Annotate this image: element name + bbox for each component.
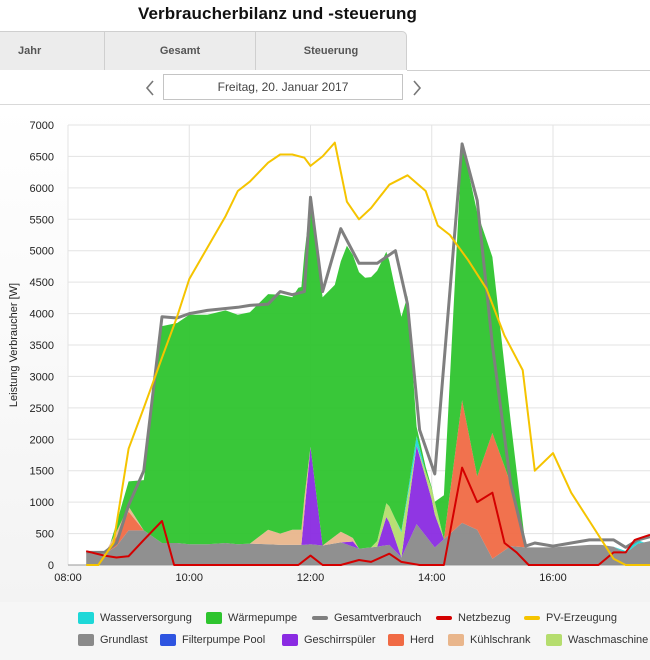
date-field[interactable]: Freitag, 20. Januar 2017 [163, 74, 403, 100]
area-herd [86, 400, 650, 559]
y-tick-label: 3000 [30, 371, 54, 383]
y-tick-label: 2500 [30, 403, 54, 415]
legend-item-pv-erzeugung[interactable]: PV-Erzeugung [524, 612, 617, 624]
y-tick-label: 500 [36, 529, 54, 541]
legend-swatch [282, 634, 298, 646]
legend-item-kuehlschrank[interactable]: Kühlschrank [448, 634, 531, 646]
legend-item-gesamtverbrauch[interactable]: Gesamtverbrauch [312, 612, 421, 624]
y-axis-label: Leistung Verbraucher [W] [8, 283, 20, 407]
legend-swatch [206, 612, 222, 624]
legend-item-waschmaschine[interactable]: Waschmaschine [546, 634, 648, 646]
consumption-chart: 0 500 1000 1500 2000 2500 3000 3500 4000 4500 5000… [8, 120, 650, 584]
legend-swatch [312, 616, 328, 620]
area-waermepumpe [86, 142, 650, 555]
legend-swatch [78, 634, 94, 646]
x-tick-label: 08:00 [54, 572, 82, 584]
y-tick-label: 7000 [30, 120, 54, 132]
legend-swatch [160, 634, 176, 646]
date-navigation: Freitag, 20. Januar 2017 [0, 74, 650, 102]
page-title: Verbraucherbilanz und -steuerung [138, 4, 418, 23]
y-tick-label: 2000 [30, 434, 54, 446]
legend-swatch [448, 634, 464, 646]
legend-swatch [78, 612, 94, 624]
legend-label: Filterpumpe Pool [182, 634, 266, 646]
legend-label: Grundlast [100, 634, 148, 646]
x-tick-label: 12:00 [297, 572, 325, 584]
line-netzbezug [85, 466, 650, 566]
legend-label: Wärmepumpe [228, 612, 298, 624]
line-gesamtverbrauch [86, 142, 650, 554]
legend-item-waermepumpe[interactable]: Wärmepumpe [206, 612, 297, 624]
chart-panel: 0 500 1000 1500 2000 2500 3000 3500 4000 4500 5000… [0, 104, 650, 603]
y-tick-label: 1500 [30, 466, 54, 478]
tab-gesamt[interactable]: Gesamt [104, 31, 256, 70]
y-tick-label: 6500 [30, 151, 54, 163]
x-tick-label: 14:00 [418, 572, 446, 584]
y-tick-label: 1000 [30, 497, 54, 509]
legend-label: PV-Erzeugung [546, 612, 617, 624]
y-tick-label: 4500 [30, 277, 54, 289]
legend-item-geschirrspueler[interactable]: Geschirrspüler [282, 634, 376, 646]
area-grundlast [86, 522, 650, 565]
tab-bar: Jahr Gesamt Steuerung [0, 31, 650, 71]
legend: Wasserversorgung Wärmepumpe Gesamtverbrauc… [0, 602, 650, 660]
legend-label: Gesamtverbrauch [334, 612, 422, 624]
tab-jahr[interactable]: Jahr [0, 31, 105, 70]
legend-label: Waschmaschine [568, 634, 649, 646]
x-tick-label: 16:00 [539, 572, 567, 584]
chevron-left-icon[interactable] [142, 78, 160, 98]
legend-item-wasserversorgung[interactable]: Wasserversorgung [78, 612, 192, 624]
legend-label: Wasserversorgung [100, 612, 192, 624]
legend-swatch [388, 634, 404, 646]
tab-divider [407, 70, 650, 71]
legend-label: Kühlschrank [470, 634, 531, 646]
legend-item-filterpumpe-pool[interactable]: Filterpumpe Pool [160, 634, 265, 646]
y-tick-label: 6000 [30, 183, 54, 195]
legend-label: Netzbezug [458, 612, 511, 624]
y-tick-label: 5000 [30, 246, 54, 258]
chevron-right-icon[interactable] [408, 78, 426, 98]
legend-swatch [546, 634, 562, 646]
legend-label: Geschirrspüler [304, 634, 376, 646]
legend-item-grundlast[interactable]: Grundlast [78, 634, 148, 646]
y-tick-label: 5500 [30, 214, 54, 226]
y-tick-label: 3500 [30, 340, 54, 352]
legend-swatch [524, 616, 540, 620]
legend-label: Herd [410, 634, 434, 646]
y-tick-label: 4000 [30, 309, 54, 321]
tab-steuerung[interactable]: Steuerung [255, 31, 407, 70]
line-pv-erzeugung [86, 141, 650, 566]
legend-item-herd[interactable]: Herd [388, 634, 434, 646]
legend-item-netzbezug[interactable]: Netzbezug [436, 612, 511, 624]
legend-swatch [436, 616, 452, 620]
x-tick-label: 10:00 [175, 572, 203, 584]
y-tick-label: 0 [48, 560, 54, 572]
